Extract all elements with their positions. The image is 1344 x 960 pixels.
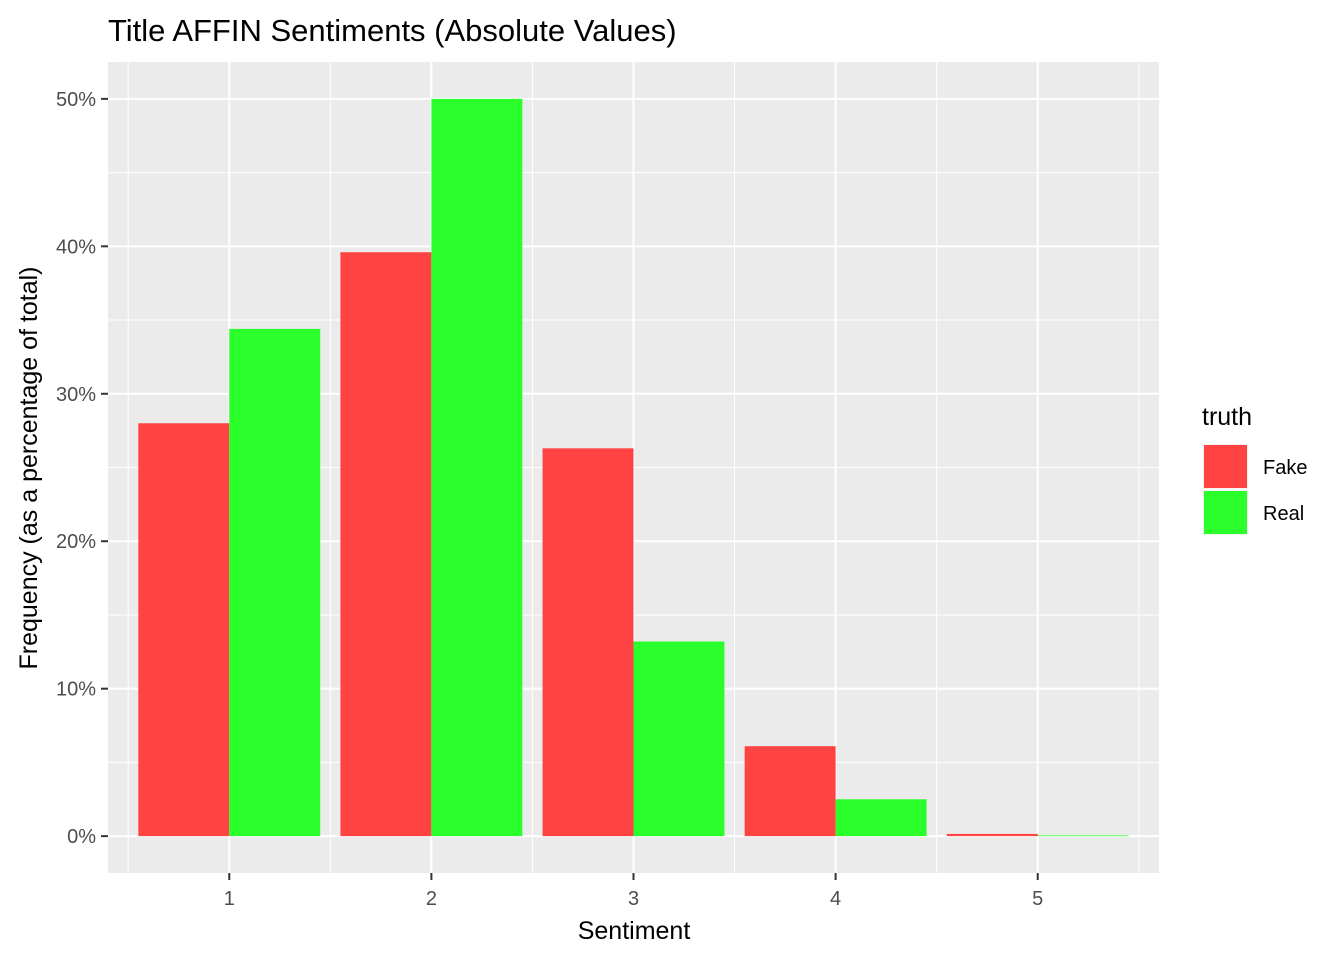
y-tick-label: 20% — [56, 531, 96, 553]
y-axis-ticks: 0% 10% 20% 30% 40% 50% — [56, 89, 108, 848]
legend-label-real: Real — [1263, 503, 1304, 525]
x-axis-title: Sentiment — [578, 917, 691, 945]
bar-fake-2 — [340, 252, 432, 837]
x-tick-label: 2 — [426, 888, 437, 910]
y-tick-label: 10% — [56, 679, 96, 701]
x-tick-label: 4 — [830, 888, 841, 910]
x-tick-label: 3 — [628, 888, 639, 910]
legend-swatch-real — [1204, 491, 1247, 534]
legend-swatch-fake — [1204, 445, 1247, 488]
y-tick-label: 0% — [67, 826, 96, 848]
y-axis-title: Frequency (as a percentage of total) — [15, 266, 43, 669]
bar-fake-3 — [542, 448, 634, 837]
bar-real-1 — [229, 328, 321, 837]
x-tick-label: 5 — [1032, 888, 1043, 910]
bar-fake-4 — [744, 746, 836, 837]
x-tick-label: 1 — [224, 888, 235, 910]
bars — [138, 98, 1129, 837]
x-axis-ticks: 1 2 3 4 5 — [224, 873, 1043, 910]
bar-real-5 — [1037, 835, 1129, 837]
bar-fake-5 — [946, 833, 1038, 837]
legend-label-fake: Fake — [1263, 457, 1307, 479]
chart-title: Title AFFIN Sentiments (Absolute Values) — [108, 13, 677, 48]
bar-real-4 — [835, 799, 927, 837]
legend-title: truth — [1202, 403, 1252, 431]
y-tick-label: 40% — [56, 236, 96, 258]
legend: truth Fake Real — [1202, 403, 1307, 535]
y-tick-label: 30% — [56, 384, 96, 406]
bar-real-3 — [633, 641, 725, 837]
bar-real-2 — [431, 98, 523, 837]
bar-fake-1 — [138, 423, 230, 837]
y-tick-label: 50% — [56, 89, 96, 111]
